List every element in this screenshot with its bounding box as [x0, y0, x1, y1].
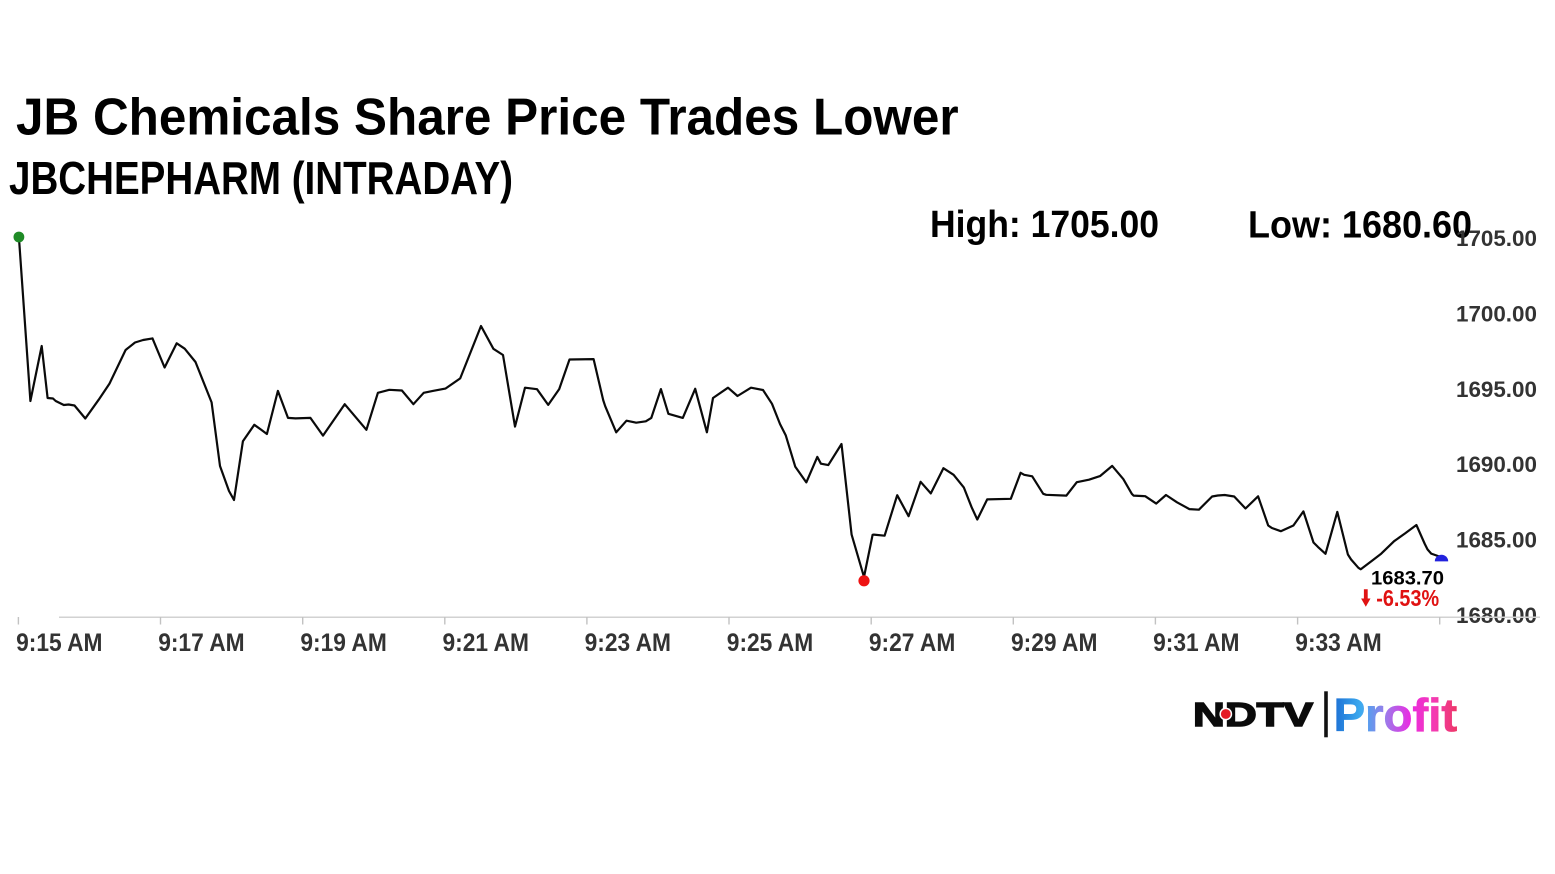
svg-text:9:23 AM: 9:23 AM	[585, 629, 671, 657]
svg-text:Low: 1680.60: Low: 1680.60	[1248, 204, 1472, 246]
svg-text:JBCHEPHARM (INTRADAY): JBCHEPHARM (INTRADAY)	[9, 152, 513, 204]
svg-text:9:31 AM: 9:31 AM	[1153, 629, 1239, 657]
svg-text:High: 1705.00: High: 1705.00	[930, 204, 1159, 246]
svg-text:1683.70: 1683.70	[1371, 568, 1444, 590]
svg-text:1690.00: 1690.00	[1456, 452, 1537, 477]
svg-text:9:27 AM: 9:27 AM	[869, 629, 955, 657]
svg-text:9:19 AM: 9:19 AM	[300, 629, 386, 657]
svg-text:JB Chemicals Share Price Trade: JB Chemicals Share Price Trades Lower	[16, 87, 959, 145]
svg-text:1700.00: 1700.00	[1456, 301, 1537, 326]
svg-text:9:33 AM: 9:33 AM	[1295, 629, 1381, 657]
svg-text:9:29 AM: 9:29 AM	[1011, 629, 1097, 657]
svg-text:-6.53%: -6.53%	[1376, 585, 1439, 611]
svg-text:9:25 AM: 9:25 AM	[727, 629, 813, 657]
svg-text:1695.00: 1695.00	[1456, 377, 1537, 402]
svg-text:1680.00: 1680.00	[1456, 603, 1537, 628]
svg-text:NDTV: NDTV	[1193, 696, 1313, 733]
svg-text:1705.00: 1705.00	[1456, 226, 1537, 251]
svg-text:9:17 AM: 9:17 AM	[158, 629, 244, 657]
svg-text:9:15 AM: 9:15 AM	[16, 629, 102, 657]
svg-text:1685.00: 1685.00	[1456, 528, 1537, 553]
svg-text:9:21 AM: 9:21 AM	[443, 629, 529, 657]
svg-text:Profit: Profit	[1334, 689, 1458, 741]
